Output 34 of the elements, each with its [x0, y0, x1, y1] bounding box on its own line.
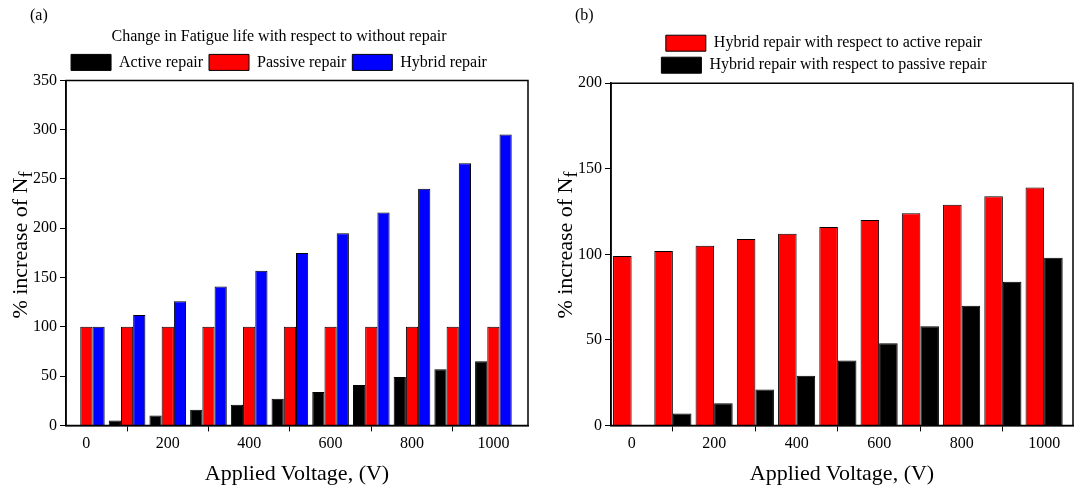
- x-tick-label: 1000: [477, 434, 510, 452]
- x-tick-label: 600: [867, 434, 892, 452]
- chart-title: (a): [30, 5, 48, 24]
- y-tick-label: 50: [586, 330, 602, 348]
- y-tick-label: 150: [33, 267, 57, 285]
- y-tick-label: 350: [33, 70, 57, 88]
- x-tick-label: 400: [237, 434, 262, 452]
- chart-title: (b): [575, 5, 594, 24]
- x-tick-label: 0: [82, 434, 91, 452]
- x-tick-label: 800: [949, 434, 974, 452]
- y-tick-label: 0: [594, 415, 602, 433]
- y-tick-label: 200: [33, 218, 57, 236]
- y-tick-label: 200: [578, 73, 602, 91]
- x-tick-label: 0: [627, 434, 636, 452]
- x-tick-label: 400: [784, 434, 809, 452]
- x-tick-label: 200: [702, 434, 727, 452]
- y-tick-label: 250: [33, 169, 57, 187]
- y-tick-label: 0: [49, 415, 57, 433]
- x-tick-label: 1000: [1028, 434, 1061, 452]
- legend-label: Passive repair: [257, 52, 347, 71]
- legend-label: Active repair: [119, 52, 204, 71]
- x-tick-label: 800: [399, 434, 424, 452]
- legend-label: Hybrid repair with respect to passive repair: [709, 55, 988, 74]
- legend-label: Hybrid repair: [400, 52, 488, 71]
- y-tick-label: 100: [33, 317, 57, 335]
- y-tick-label: 50: [41, 366, 57, 384]
- x-axis-title: Applied Voltage, (V): [204, 459, 390, 485]
- legend-title: Change in Fatigue life with respect to without repair: [111, 27, 448, 46]
- y-tick-label: 150: [578, 158, 602, 176]
- y-tick-label: 300: [33, 119, 57, 137]
- x-axis-title: Applied Voltage, (V): [749, 459, 935, 485]
- x-tick-label: 200: [155, 434, 180, 452]
- legend-label: Hybrid repair with respect to active repair: [713, 33, 983, 52]
- x-tick-label: 600: [318, 434, 343, 452]
